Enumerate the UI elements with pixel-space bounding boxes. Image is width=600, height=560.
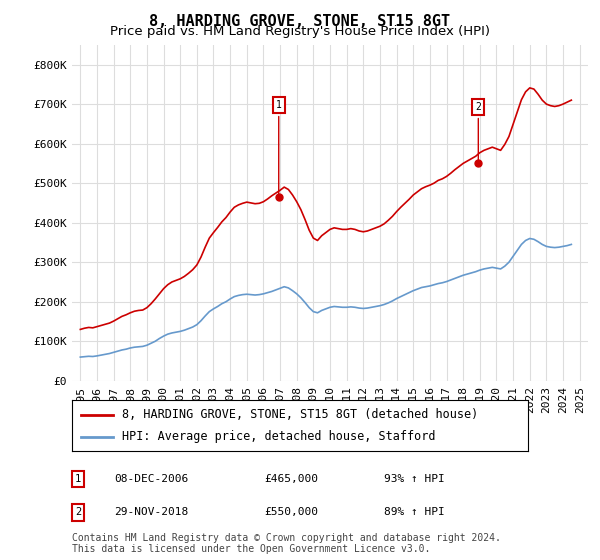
Text: 8, HARDING GROVE, STONE, ST15 8GT (detached house): 8, HARDING GROVE, STONE, ST15 8GT (detac… xyxy=(122,408,478,421)
Text: 2: 2 xyxy=(75,507,81,517)
Text: 29-NOV-2018: 29-NOV-2018 xyxy=(114,507,188,517)
Text: 89% ↑ HPI: 89% ↑ HPI xyxy=(384,507,445,517)
Text: 1: 1 xyxy=(276,100,281,194)
Text: £550,000: £550,000 xyxy=(264,507,318,517)
Text: HPI: Average price, detached house, Stafford: HPI: Average price, detached house, Staf… xyxy=(122,430,436,443)
Text: 1: 1 xyxy=(75,474,81,484)
Text: 8, HARDING GROVE, STONE, ST15 8GT: 8, HARDING GROVE, STONE, ST15 8GT xyxy=(149,14,451,29)
Text: Price paid vs. HM Land Registry's House Price Index (HPI): Price paid vs. HM Land Registry's House … xyxy=(110,25,490,38)
Text: Contains HM Land Registry data © Crown copyright and database right 2024.
This d: Contains HM Land Registry data © Crown c… xyxy=(72,533,501,554)
Text: 93% ↑ HPI: 93% ↑ HPI xyxy=(384,474,445,484)
Text: 2: 2 xyxy=(475,102,481,161)
Text: 08-DEC-2006: 08-DEC-2006 xyxy=(114,474,188,484)
Text: £465,000: £465,000 xyxy=(264,474,318,484)
